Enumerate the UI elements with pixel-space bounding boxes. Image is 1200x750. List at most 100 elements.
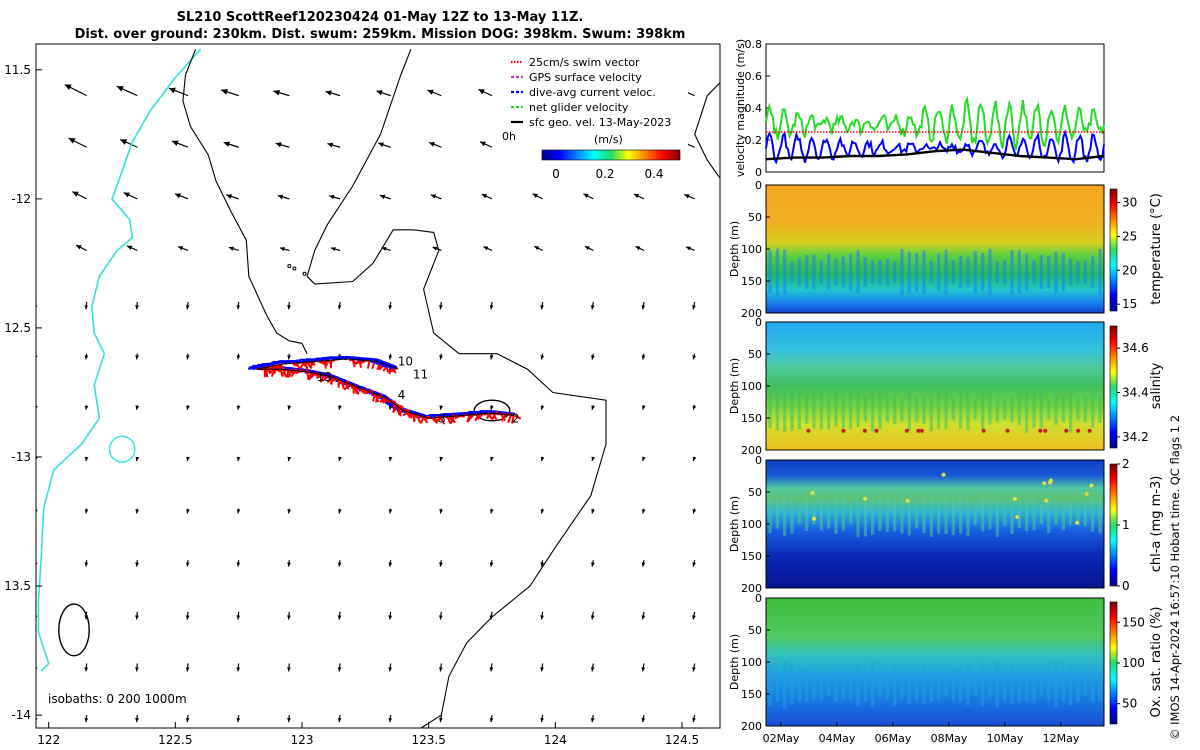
velocity-arrow xyxy=(287,508,292,514)
velocity-arrow xyxy=(185,353,190,360)
velocity-arrow xyxy=(72,191,87,200)
velocity-arrow xyxy=(540,508,545,514)
velocity-arrow xyxy=(337,715,342,723)
velocity-arrow xyxy=(327,142,341,148)
salinity-section-y-tick-label: 0 xyxy=(755,316,762,329)
velocity-arrow xyxy=(378,142,391,148)
map-x-tick-label: 123 xyxy=(291,733,314,747)
velocity-arrow xyxy=(388,715,393,723)
velocity-arrow xyxy=(590,611,595,620)
velocity-arrow xyxy=(479,141,493,148)
oxygen-section-cbar-label: Ox. sat. ratio (%) xyxy=(1149,607,1164,718)
velocity-arrow xyxy=(337,663,342,672)
velocity-arrow xyxy=(287,353,291,360)
velocity-arrow xyxy=(287,611,291,620)
velocity-arrow xyxy=(590,663,595,672)
velocity-arrow xyxy=(287,456,292,462)
velocity-arrow xyxy=(540,663,544,672)
island-dot xyxy=(287,263,292,268)
velocity-arrow xyxy=(116,85,138,97)
salinity-section-cbar-tick-label: 34.6 xyxy=(1122,341,1149,355)
salinity-section-sample-dot xyxy=(1038,428,1043,433)
map-y-tick-label: 13.5 xyxy=(4,579,31,593)
velocity-arrow xyxy=(591,456,596,462)
oxygen-section-y-tick-label: 100 xyxy=(741,656,762,669)
velocity-arrow xyxy=(692,405,697,410)
velocity-arrow xyxy=(186,405,190,410)
velocity-arrow xyxy=(430,194,442,200)
velocity-arrow xyxy=(584,245,594,252)
salinity-section-sample-dot xyxy=(1087,428,1092,433)
chlorophyll-section-y-tick-label: 200 xyxy=(741,582,762,595)
map-y-tick-label: 12.5 xyxy=(4,321,31,335)
chlorophyll-section-sample-dot xyxy=(862,496,867,501)
salinity-section-sample-dot xyxy=(981,428,986,433)
velocity-arrow-field xyxy=(36,84,697,723)
time-tick-label: 12May xyxy=(1043,732,1080,745)
track-day-label: 4 xyxy=(398,388,406,402)
velocity-arrow xyxy=(439,405,444,410)
velocity-arrow xyxy=(135,405,140,410)
velocity-arrow xyxy=(135,663,139,672)
temperature-section-y-tick-label: 50 xyxy=(748,211,762,224)
salinity-section-sample-dot xyxy=(1064,428,1069,433)
track-day-label: 2 xyxy=(512,411,520,425)
velocity-arrow xyxy=(379,194,391,200)
velocity-arrow xyxy=(84,663,89,672)
velocity-arrow xyxy=(388,663,393,672)
legend-colorbar xyxy=(541,149,681,161)
velocity-arrow xyxy=(75,244,87,252)
temperature-section-cbar-tick-label: 25 xyxy=(1122,229,1137,243)
velocity-arrow xyxy=(135,353,139,360)
velocity-arrow xyxy=(36,146,37,148)
velocity-arrow xyxy=(337,302,342,310)
velocity-arrow xyxy=(64,84,87,97)
velocity-arrow xyxy=(223,141,239,148)
salinity-section-sample-dot xyxy=(1005,428,1010,433)
velocity-arrow xyxy=(236,353,241,360)
oxygen-section-y-tick-label: 50 xyxy=(748,624,762,637)
time-tick-label: 10May xyxy=(987,732,1024,745)
velocity-arrow xyxy=(185,560,190,567)
temperature-section-y-tick-label: 200 xyxy=(741,307,762,320)
velocity-arrow xyxy=(692,508,697,514)
velocity-arrow xyxy=(177,246,189,252)
reef-contour xyxy=(108,435,136,463)
temperature-section-cbar-tick-label: 30 xyxy=(1122,196,1137,210)
velocity-arrow xyxy=(236,405,241,410)
velocity-arrow xyxy=(489,715,494,723)
velocity-arrow xyxy=(185,611,190,620)
velocity-y-label: velocity magnitude (m/s) xyxy=(734,39,747,177)
velocity-arrow xyxy=(185,663,190,672)
velocity-arrow xyxy=(635,245,645,252)
colorbar-tick-label: 0.2 xyxy=(595,167,614,181)
velocity-arrow xyxy=(287,405,292,410)
velocity-arrow xyxy=(388,302,393,310)
velocity-arrow xyxy=(489,353,494,360)
velocity-arrow xyxy=(84,353,89,360)
velocity-arrow xyxy=(228,246,239,252)
velocity-arrow xyxy=(174,193,189,200)
salinity-section-sample-dot xyxy=(862,428,867,433)
salinity-section-panel: 0 50 100 150 200 Depth (m) 34.6 34.4 34.2 salinit… xyxy=(728,316,1164,457)
salinity-section-y-tick-label: 150 xyxy=(741,412,762,425)
velocity-arrow xyxy=(534,245,543,252)
chlorophyll-section-colorbar xyxy=(1109,463,1118,587)
velocity-arrow xyxy=(432,246,442,252)
velocity-arrow xyxy=(685,246,695,252)
legend-entry-label: GPS surface velocity xyxy=(529,71,642,84)
chlorophyll-section-y-tick-label: 50 xyxy=(748,486,762,499)
velocity-arrow xyxy=(438,611,443,620)
colorbar-tick-label: 0 xyxy=(552,167,560,181)
salinity-section-sample-dot xyxy=(874,428,879,433)
velocity-arrow xyxy=(185,508,190,514)
velocity-series-line xyxy=(765,129,1105,165)
chlorophyll-section-sample-dot xyxy=(1015,515,1020,520)
salinity-section-sample-dot xyxy=(806,428,811,433)
track-day-label: 11 xyxy=(413,367,428,381)
chlorophyll-section-cbar-tick-label: 0 xyxy=(1122,579,1130,593)
velocity-arrow xyxy=(388,611,393,620)
salinity-section-sample-dot xyxy=(841,428,846,433)
velocity-arrow xyxy=(540,405,545,410)
velocity-arrow xyxy=(236,508,241,514)
